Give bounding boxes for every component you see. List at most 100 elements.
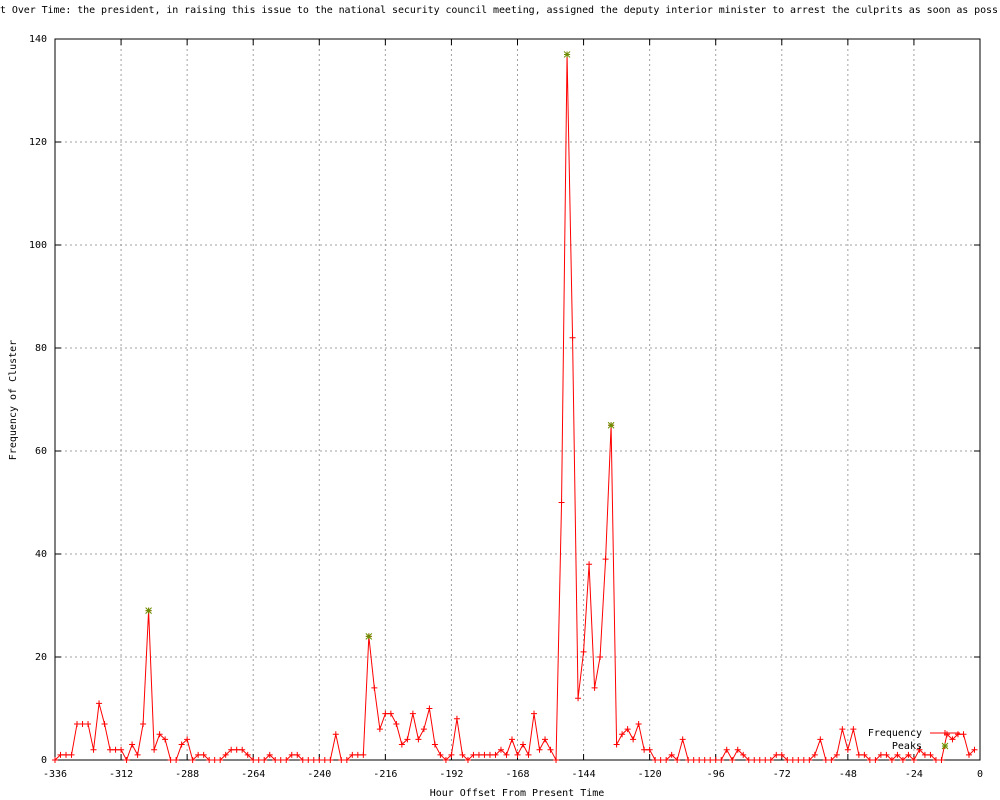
frequency-point <box>200 751 207 758</box>
peak-point <box>607 421 615 429</box>
frequency-point <box>580 648 587 655</box>
frequency-point <box>156 731 163 738</box>
frequency-point <box>239 746 246 753</box>
frequency-point <box>883 751 890 758</box>
frequency-point <box>679 736 686 743</box>
frequency-point <box>481 751 488 758</box>
frequency-point <box>668 751 675 758</box>
frequency-point <box>888 757 895 763</box>
frequency-point <box>321 757 328 763</box>
plot-border <box>54 38 981 761</box>
frequency-point <box>817 736 824 743</box>
frequency-point <box>305 757 312 763</box>
peak-point <box>365 633 373 640</box>
frequency-point <box>811 751 818 758</box>
x-axis-label: Hour Offset From Present Time <box>430 788 605 799</box>
frequency-point <box>927 751 934 758</box>
frequency-point <box>569 334 576 341</box>
frequency-point <box>459 751 466 758</box>
frequency-point <box>712 757 719 763</box>
frequency-point <box>954 731 961 738</box>
legend-swatch <box>942 730 948 736</box>
frequency-point <box>222 751 229 758</box>
frequency-point <box>877 751 884 758</box>
frequency-point <box>178 741 185 748</box>
frequency-point <box>696 757 703 763</box>
frequency-point <box>778 751 785 758</box>
frequency-point <box>426 705 433 712</box>
x-tick-label: -240 <box>307 769 331 780</box>
frequency-point <box>316 757 323 763</box>
frequency-point <box>723 746 730 753</box>
frequency-point <box>641 746 648 753</box>
frequency-point <box>652 757 659 763</box>
x-tick-label: 0 <box>977 769 983 780</box>
frequency-point <box>965 751 972 758</box>
frequency-point <box>839 726 846 733</box>
frequency-point <box>299 757 306 763</box>
frequency-point <box>685 757 692 763</box>
frequency-point <box>162 736 169 743</box>
frequency-point <box>701 757 708 763</box>
frequency-point <box>619 731 626 738</box>
frequency-point <box>894 751 901 758</box>
x-tick-label: -288 <box>175 769 199 780</box>
frequency-point <box>129 741 136 748</box>
frequency-point <box>520 741 527 748</box>
frequency-point <box>393 720 400 727</box>
frequency-point <box>932 757 939 763</box>
frequency-point <box>729 757 736 763</box>
frequency-point <box>404 736 411 743</box>
frequency-point <box>167 757 174 763</box>
frequency-point <box>635 720 642 727</box>
frequency-point <box>52 757 58 763</box>
frequency-point <box>734 746 741 753</box>
frequency-point <box>872 757 879 763</box>
frequency-point <box>85 720 92 727</box>
x-tick-label: -72 <box>773 769 791 780</box>
frequency-point <box>101 720 108 727</box>
x-tick-label: -48 <box>839 769 857 780</box>
frequency-point <box>283 757 290 763</box>
frequency-point <box>107 746 114 753</box>
frequency-point <box>630 736 637 743</box>
frequency-point <box>464 757 471 763</box>
peak-point <box>145 607 152 615</box>
x-tick-label: -336 <box>43 769 67 780</box>
frequency-point <box>310 757 317 763</box>
frequency-point <box>558 499 565 506</box>
frequency-point <box>844 746 851 753</box>
frequency-point <box>420 726 427 733</box>
frequency-point <box>784 757 791 763</box>
frequency-point <box>338 757 345 763</box>
frequency-point <box>663 757 670 763</box>
frequency-point <box>327 757 334 763</box>
frequency-point <box>354 751 361 758</box>
frequency-point <box>118 746 125 753</box>
frequency-point <box>415 736 422 743</box>
frequency-point <box>542 736 549 743</box>
frequency-point <box>206 757 213 763</box>
frequency-point <box>409 710 416 717</box>
frequency-point <box>850 726 857 733</box>
frequency-point <box>266 751 273 758</box>
frequency-point <box>536 746 543 753</box>
frequency-point <box>376 726 383 733</box>
frequency-point <box>57 751 64 758</box>
frequency-point <box>575 695 582 702</box>
frequency-point <box>855 751 862 758</box>
frequency-point <box>508 736 515 743</box>
y-tick-label: 100 <box>29 240 47 251</box>
frequency-point <box>189 757 196 763</box>
frequency-point <box>492 751 499 758</box>
frequency-point <box>475 751 482 758</box>
frequency-point <box>762 757 769 763</box>
y-tick-label: 140 <box>29 34 47 45</box>
frequency-point <box>949 736 956 743</box>
y-tick-label: 20 <box>35 652 47 663</box>
frequency-point <box>531 710 538 717</box>
frequency-point <box>690 757 697 763</box>
frequency-point <box>800 757 807 763</box>
frequency-point <box>591 684 598 691</box>
